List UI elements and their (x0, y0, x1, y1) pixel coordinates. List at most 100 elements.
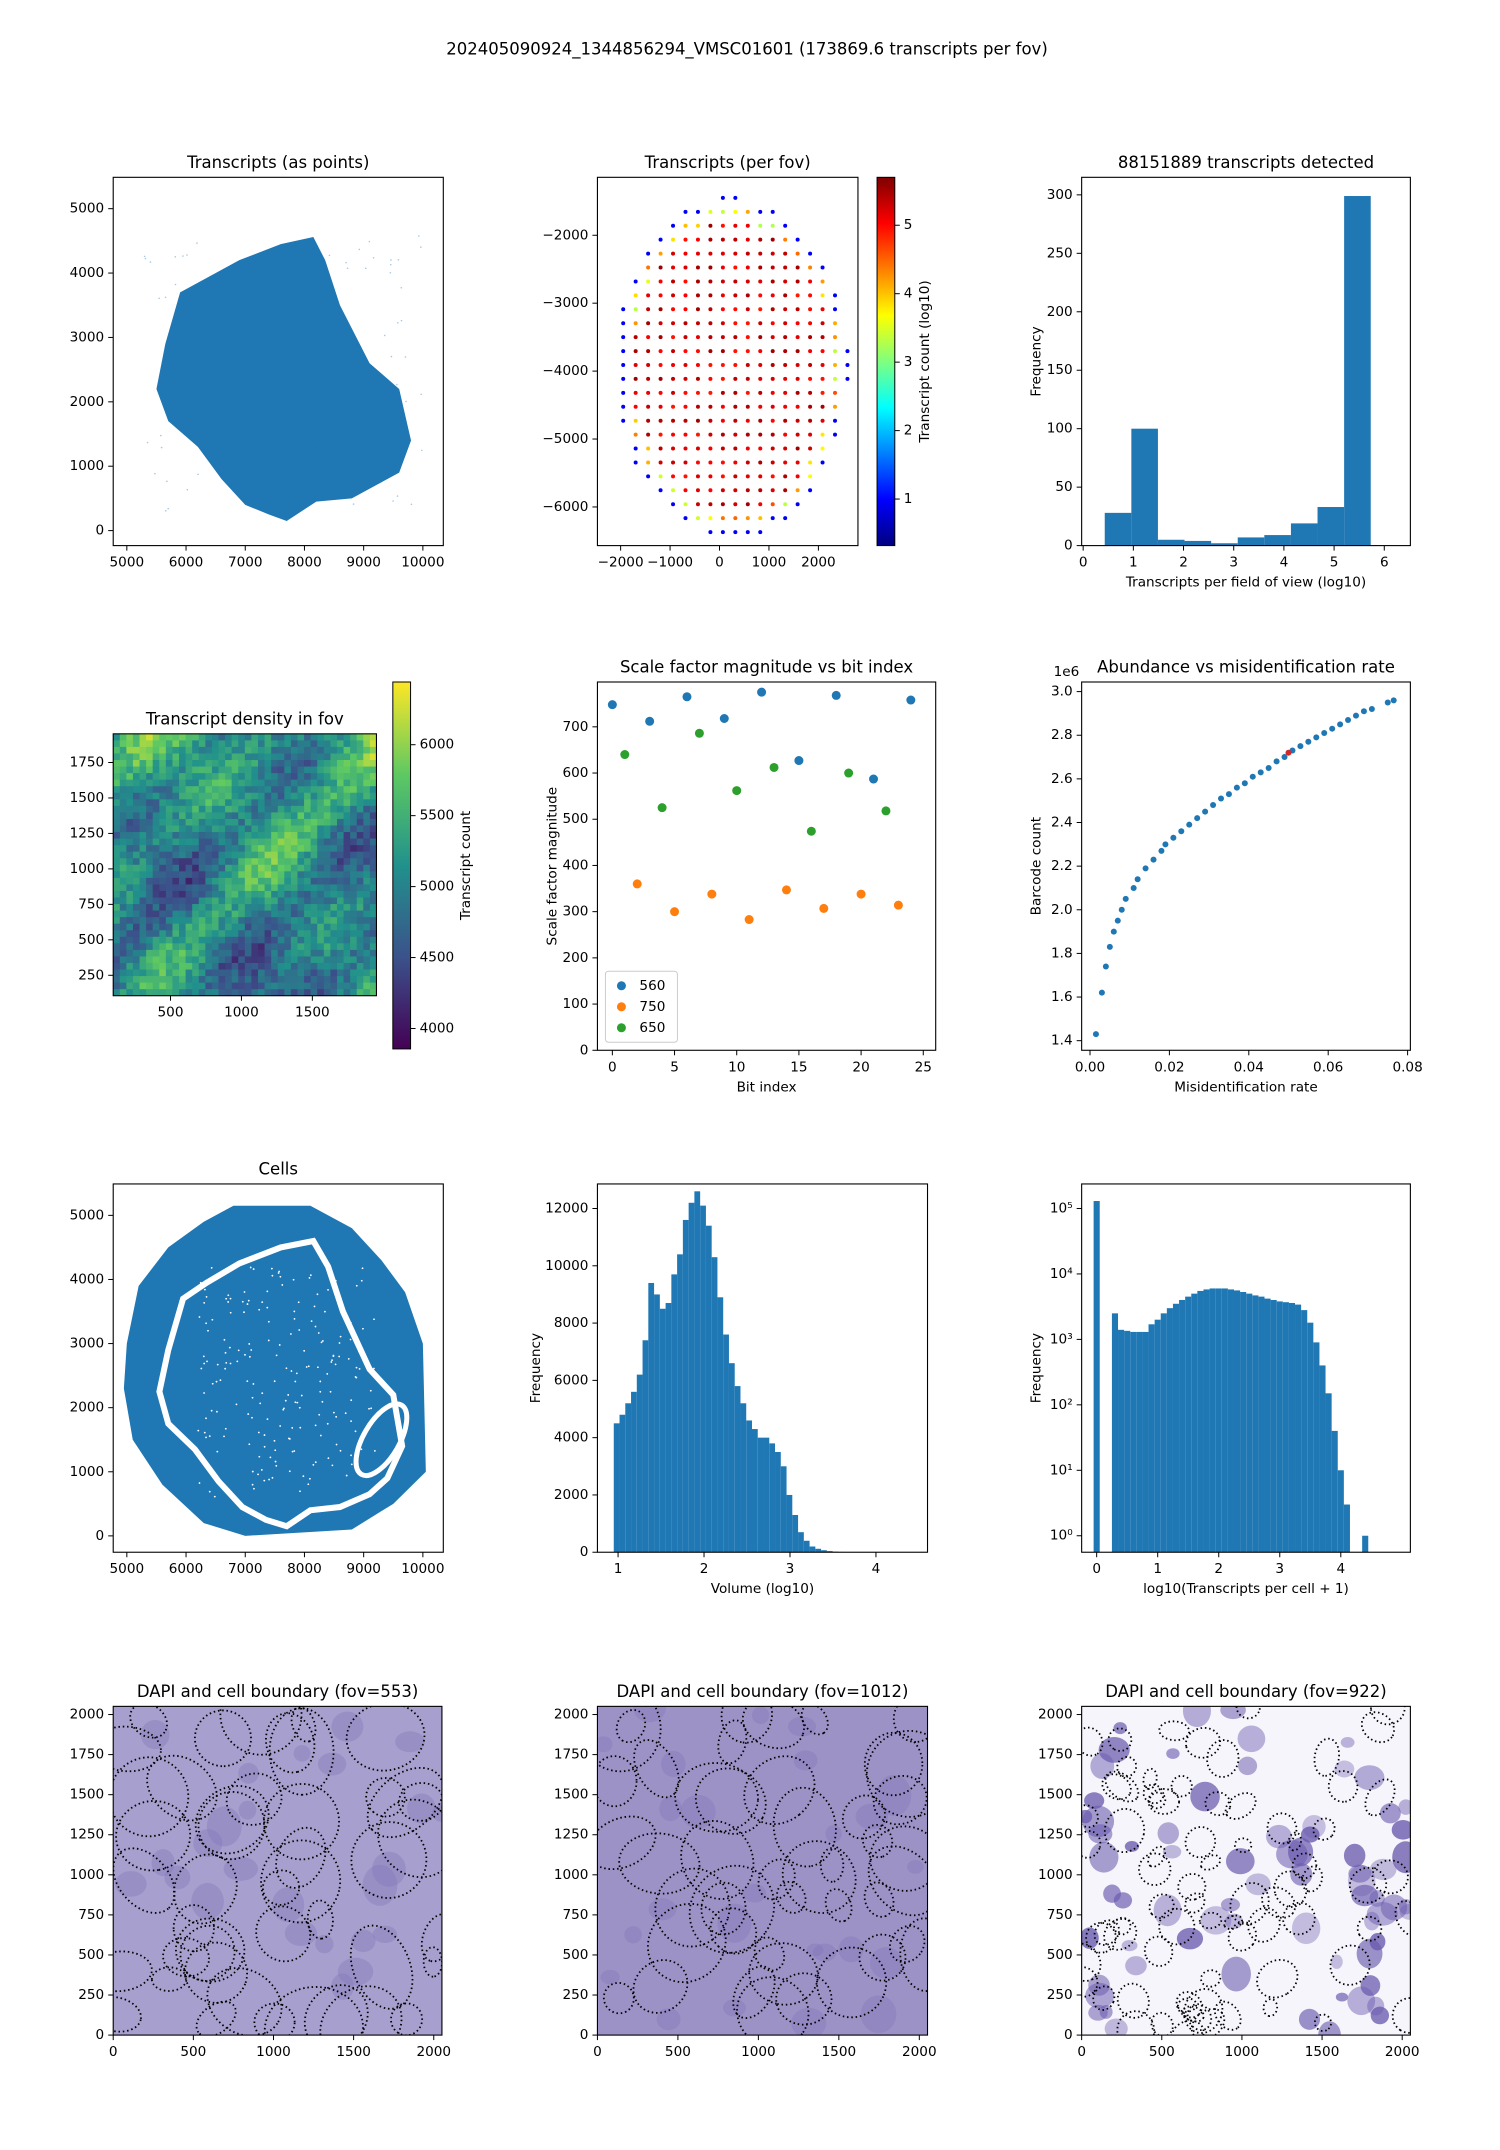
density-cell (159, 733, 167, 741)
axes-frame (112, 176, 444, 547)
bar (1136, 1331, 1143, 1553)
y-tick-label: 750 (1047, 1907, 1073, 1923)
density-cell (146, 956, 154, 964)
x-tick-label: 2000 (416, 2044, 451, 2060)
sparse-point (314, 445, 317, 448)
gap-speck (327, 1288, 329, 1291)
fov-dot (733, 307, 738, 312)
x-tick-label: 2 (700, 1561, 709, 1577)
density-cell (369, 897, 377, 905)
gap-speck (373, 1367, 375, 1370)
bar (1185, 1296, 1192, 1553)
density-cell (264, 858, 272, 866)
gap-speck (310, 1320, 313, 1323)
density-cell (258, 799, 266, 807)
density-cell (323, 877, 331, 886)
fov-dot (733, 390, 738, 395)
fov-dot (833, 293, 838, 298)
density-cell (172, 982, 180, 990)
fov-dot (770, 474, 775, 479)
x-tick-label: 0 (1077, 2044, 1086, 2060)
density-cell (211, 818, 220, 827)
density-cell (192, 792, 200, 800)
nucleus (115, 1871, 147, 1897)
density-cell (126, 989, 134, 996)
x-tick-label: 2 (1214, 1561, 1223, 1577)
nucleus (1298, 2008, 1321, 2030)
density-cell (126, 812, 134, 820)
bar (1157, 539, 1185, 546)
nucleus (1369, 1890, 1385, 1907)
density-cell (119, 884, 127, 892)
density-cell (251, 904, 259, 912)
density-cell (225, 792, 233, 800)
gap-speck (305, 1366, 308, 1368)
density-cell (198, 851, 206, 859)
density-cell (290, 923, 299, 931)
fov-dot (783, 418, 788, 423)
gap-speck (198, 1285, 200, 1288)
gap-speck (288, 1438, 291, 1440)
point (831, 690, 841, 700)
fov-dot (695, 279, 700, 284)
density-cell (264, 943, 272, 951)
cell-boundary (862, 1824, 894, 1859)
gap-speck (285, 1367, 288, 1370)
density-cell (172, 897, 180, 905)
fov-dot (671, 376, 676, 381)
y-tick-label: 2000 (554, 1707, 589, 1723)
colorbar-tick-label: 5000 (420, 879, 455, 895)
cell-boundary (290, 1706, 317, 1743)
density-cell (336, 917, 345, 925)
nucleus (238, 1762, 259, 1784)
density-cell (251, 753, 259, 761)
density-cell (225, 799, 233, 807)
density-cell (238, 897, 246, 905)
density-cell (330, 956, 338, 964)
density-cell (258, 969, 266, 977)
y-tick-label: 500 (562, 811, 588, 827)
density-cell (284, 962, 292, 971)
sparse-point (211, 384, 214, 386)
fov-dot (758, 209, 763, 214)
density-cell (139, 805, 147, 813)
density-cell (258, 962, 266, 971)
nucleus (825, 1824, 842, 1843)
density-cell (231, 923, 239, 931)
density-cell (271, 962, 279, 971)
fov-dot (733, 460, 738, 465)
fov-dot (783, 432, 788, 437)
fov-dot (733, 376, 738, 381)
gap-speck (263, 1434, 266, 1436)
density-cell (251, 760, 259, 768)
density-cell (323, 760, 331, 768)
bar (677, 1254, 683, 1553)
fov-dot (820, 362, 825, 367)
density-cell (192, 851, 200, 859)
density-cell (356, 845, 364, 853)
density-cell (152, 760, 160, 768)
density-cell (132, 786, 141, 794)
fov-dot (658, 265, 663, 270)
density-cell (369, 786, 377, 794)
gap-speck (271, 1274, 274, 1277)
density-cell (317, 969, 325, 977)
density-cell (356, 786, 364, 794)
density-cell (139, 930, 147, 938)
density-cell (264, 917, 272, 925)
density-cell (290, 917, 299, 925)
fov-dot (745, 502, 750, 507)
y-tick-label: 1000 (70, 458, 105, 474)
fov-dot (770, 307, 775, 312)
density-cell (146, 917, 154, 925)
density-cell (238, 825, 246, 833)
nucleus (271, 1887, 305, 1923)
density-cell (297, 956, 305, 964)
density-cell (218, 897, 226, 905)
fov-dot (833, 432, 838, 437)
bar (1290, 523, 1318, 546)
density-cell (179, 962, 187, 971)
fov-dot (733, 223, 738, 228)
density-cell (336, 805, 345, 813)
density-cell (350, 943, 358, 951)
